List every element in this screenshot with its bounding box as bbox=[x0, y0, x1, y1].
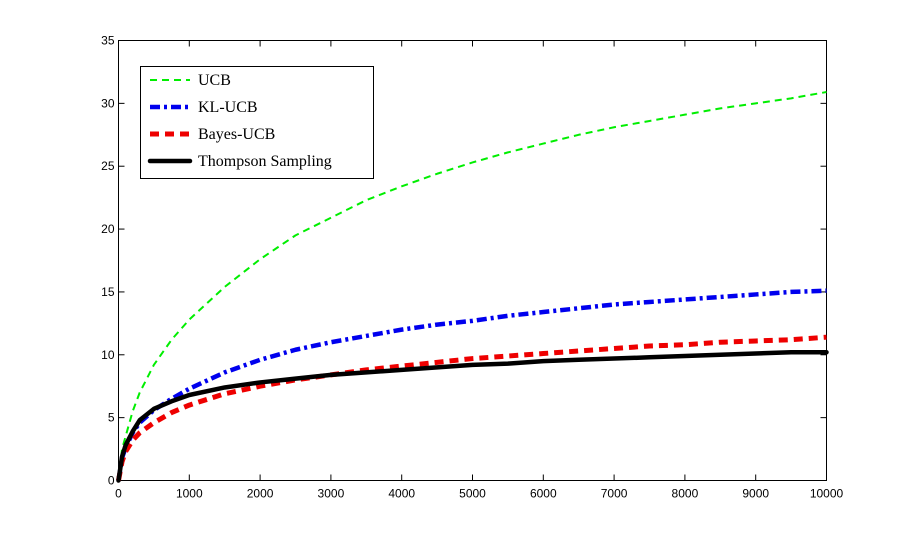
x-tick-label: 7000 bbox=[601, 487, 628, 501]
y-tick-label: 15 bbox=[101, 285, 115, 299]
y-tick-label: 0 bbox=[108, 474, 115, 488]
series-lines bbox=[116, 91, 829, 483]
x-tick-label: 2000 bbox=[247, 487, 274, 501]
y-tick-label: 30 bbox=[101, 96, 115, 110]
x-tick-label: 0 bbox=[115, 487, 122, 501]
series-line-bayes-ucb bbox=[116, 334, 827, 481]
legend-label: KL-UCB bbox=[198, 99, 258, 116]
x-tick-label: 6000 bbox=[530, 487, 557, 501]
x-tick-label: 5000 bbox=[459, 487, 486, 501]
series-line-thompson-sampling bbox=[116, 350, 829, 483]
y-axis: 0 5 10 15 20 25 30 35 bbox=[101, 34, 827, 488]
y-tick-label: 5 bbox=[108, 411, 115, 425]
x-axis: 0 1000 2000 3000 4000 5000 6000 7000 8000 9000 100… bbox=[115, 40, 844, 501]
x-tick-label: 9000 bbox=[742, 487, 769, 501]
x-tick-label: 1000 bbox=[176, 487, 203, 501]
x-tick-label: 8000 bbox=[672, 487, 699, 501]
x-tick-label: 4000 bbox=[388, 487, 415, 501]
legend-label: Bayes-UCB bbox=[198, 126, 275, 143]
legend: UCB KL-UCB Bayes-UCB Thompson Sampling bbox=[140, 66, 374, 179]
legend-label: UCB bbox=[198, 72, 231, 89]
series-line-ucb bbox=[117, 91, 827, 481]
y-tick-label: 25 bbox=[101, 159, 115, 173]
legend-label: Thompson Sampling bbox=[198, 153, 332, 170]
y-tick-label: 10 bbox=[101, 348, 115, 362]
x-tick-label: 3000 bbox=[318, 487, 345, 501]
y-tick-label: 20 bbox=[101, 222, 115, 236]
y-tick-label: 35 bbox=[101, 34, 115, 48]
x-tick-label: 10000 bbox=[810, 487, 844, 501]
